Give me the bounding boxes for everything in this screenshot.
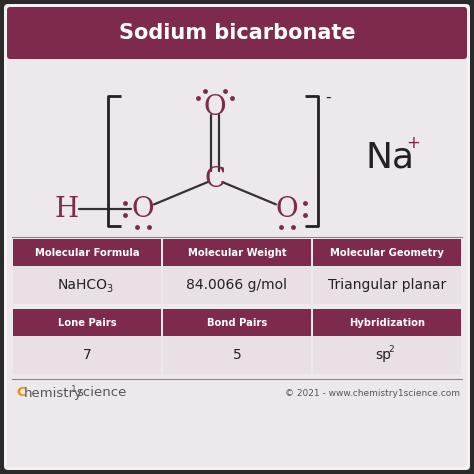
Text: 3: 3	[106, 284, 112, 294]
Text: 1: 1	[71, 384, 77, 393]
Text: 7: 7	[82, 348, 91, 362]
Text: Lone Pairs: Lone Pairs	[58, 318, 116, 328]
Bar	[313, 266, 461, 304]
Text: 2: 2	[388, 346, 394, 355]
Text: NaHCO: NaHCO	[58, 278, 108, 292]
Text: O: O	[204, 93, 226, 120]
Text: -: -	[325, 90, 330, 105]
Text: Molecular Weight: Molecular Weight	[188, 247, 286, 257]
Text: © 2021 - www.chemistry1science.com: © 2021 - www.chemistry1science.com	[285, 389, 460, 398]
Text: Triangular planar: Triangular planar	[328, 278, 446, 292]
Text: Molecular Formula: Molecular Formula	[35, 247, 139, 257]
Bar	[313, 336, 461, 374]
Text: 5: 5	[233, 348, 241, 362]
Text: sp: sp	[375, 348, 391, 362]
Bar	[163, 239, 311, 266]
Bar	[13, 336, 161, 374]
Text: science: science	[76, 386, 127, 400]
Bar	[13, 309, 161, 336]
Bar	[13, 239, 161, 266]
Text: Molecular Geometry: Molecular Geometry	[330, 247, 444, 257]
Bar	[313, 309, 461, 336]
Text: C: C	[16, 386, 26, 400]
FancyBboxPatch shape	[4, 4, 470, 470]
Text: H: H	[55, 195, 79, 222]
Text: 84.0066 g/mol: 84.0066 g/mol	[186, 278, 288, 292]
Text: Bond Pairs: Bond Pairs	[207, 318, 267, 328]
Bar	[313, 239, 461, 266]
Text: Sodium bicarbonate: Sodium bicarbonate	[118, 23, 356, 43]
Bar	[163, 309, 311, 336]
Text: Na: Na	[365, 140, 414, 174]
FancyBboxPatch shape	[7, 7, 467, 59]
Bar	[163, 336, 311, 374]
Text: hemistry: hemistry	[24, 386, 82, 400]
Text: Hybridization: Hybridization	[349, 318, 425, 328]
Bar	[163, 266, 311, 304]
Text: +: +	[406, 134, 420, 152]
Text: O: O	[132, 195, 155, 222]
Bar	[13, 266, 161, 304]
Text: C: C	[204, 165, 226, 192]
FancyBboxPatch shape	[7, 7, 467, 467]
Text: O: O	[276, 195, 298, 222]
